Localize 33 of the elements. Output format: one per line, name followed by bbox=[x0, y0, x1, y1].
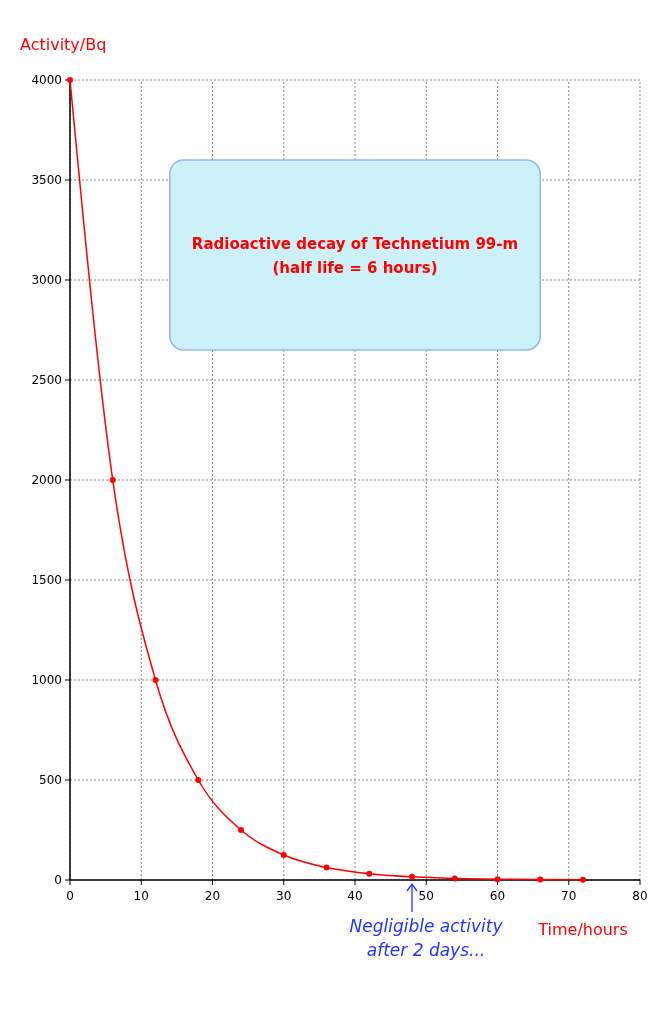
x-tick-label: 50 bbox=[418, 889, 434, 903]
x-tick-label: 70 bbox=[561, 889, 577, 903]
y-tick-label: 1000 bbox=[31, 673, 62, 687]
point bbox=[323, 864, 330, 871]
y-tick-label: 500 bbox=[39, 773, 62, 787]
y-tick-label: 4000 bbox=[31, 73, 62, 87]
x-tick-label: 40 bbox=[347, 889, 363, 903]
x-tick-label: 80 bbox=[632, 889, 648, 903]
y-tick-label: 2500 bbox=[31, 373, 62, 387]
point bbox=[195, 777, 202, 783]
y-tick-label: 2000 bbox=[31, 473, 62, 487]
x-axis-title: Time/hours bbox=[537, 920, 628, 939]
y-tick-label: 3000 bbox=[31, 273, 62, 287]
point bbox=[152, 677, 159, 683]
point bbox=[451, 875, 458, 882]
x-tick-label: 30 bbox=[276, 889, 292, 903]
x-tick-label: 20 bbox=[204, 889, 221, 903]
point bbox=[409, 873, 415, 880]
y-tick-label: 3500 bbox=[31, 173, 62, 187]
point bbox=[537, 876, 544, 883]
y-tick-label: 0 bbox=[54, 873, 62, 887]
point bbox=[238, 827, 244, 833]
x-tick-label: 10 bbox=[133, 889, 149, 903]
point bbox=[366, 870, 373, 877]
point bbox=[580, 876, 586, 883]
x-tick-label: 0 bbox=[66, 889, 74, 903]
annotation: Negligible activity after 2 days... bbox=[349, 916, 504, 960]
y-tick-label: 1500 bbox=[31, 573, 62, 587]
y-axis-title: Activity/Bq bbox=[20, 35, 107, 54]
text: Radioactive decay of Technetium 99-m (half life = 6 hours) bbox=[191, 235, 519, 277]
point bbox=[280, 852, 287, 858]
point bbox=[109, 477, 116, 483]
x-tick-label: 60 bbox=[489, 889, 506, 903]
